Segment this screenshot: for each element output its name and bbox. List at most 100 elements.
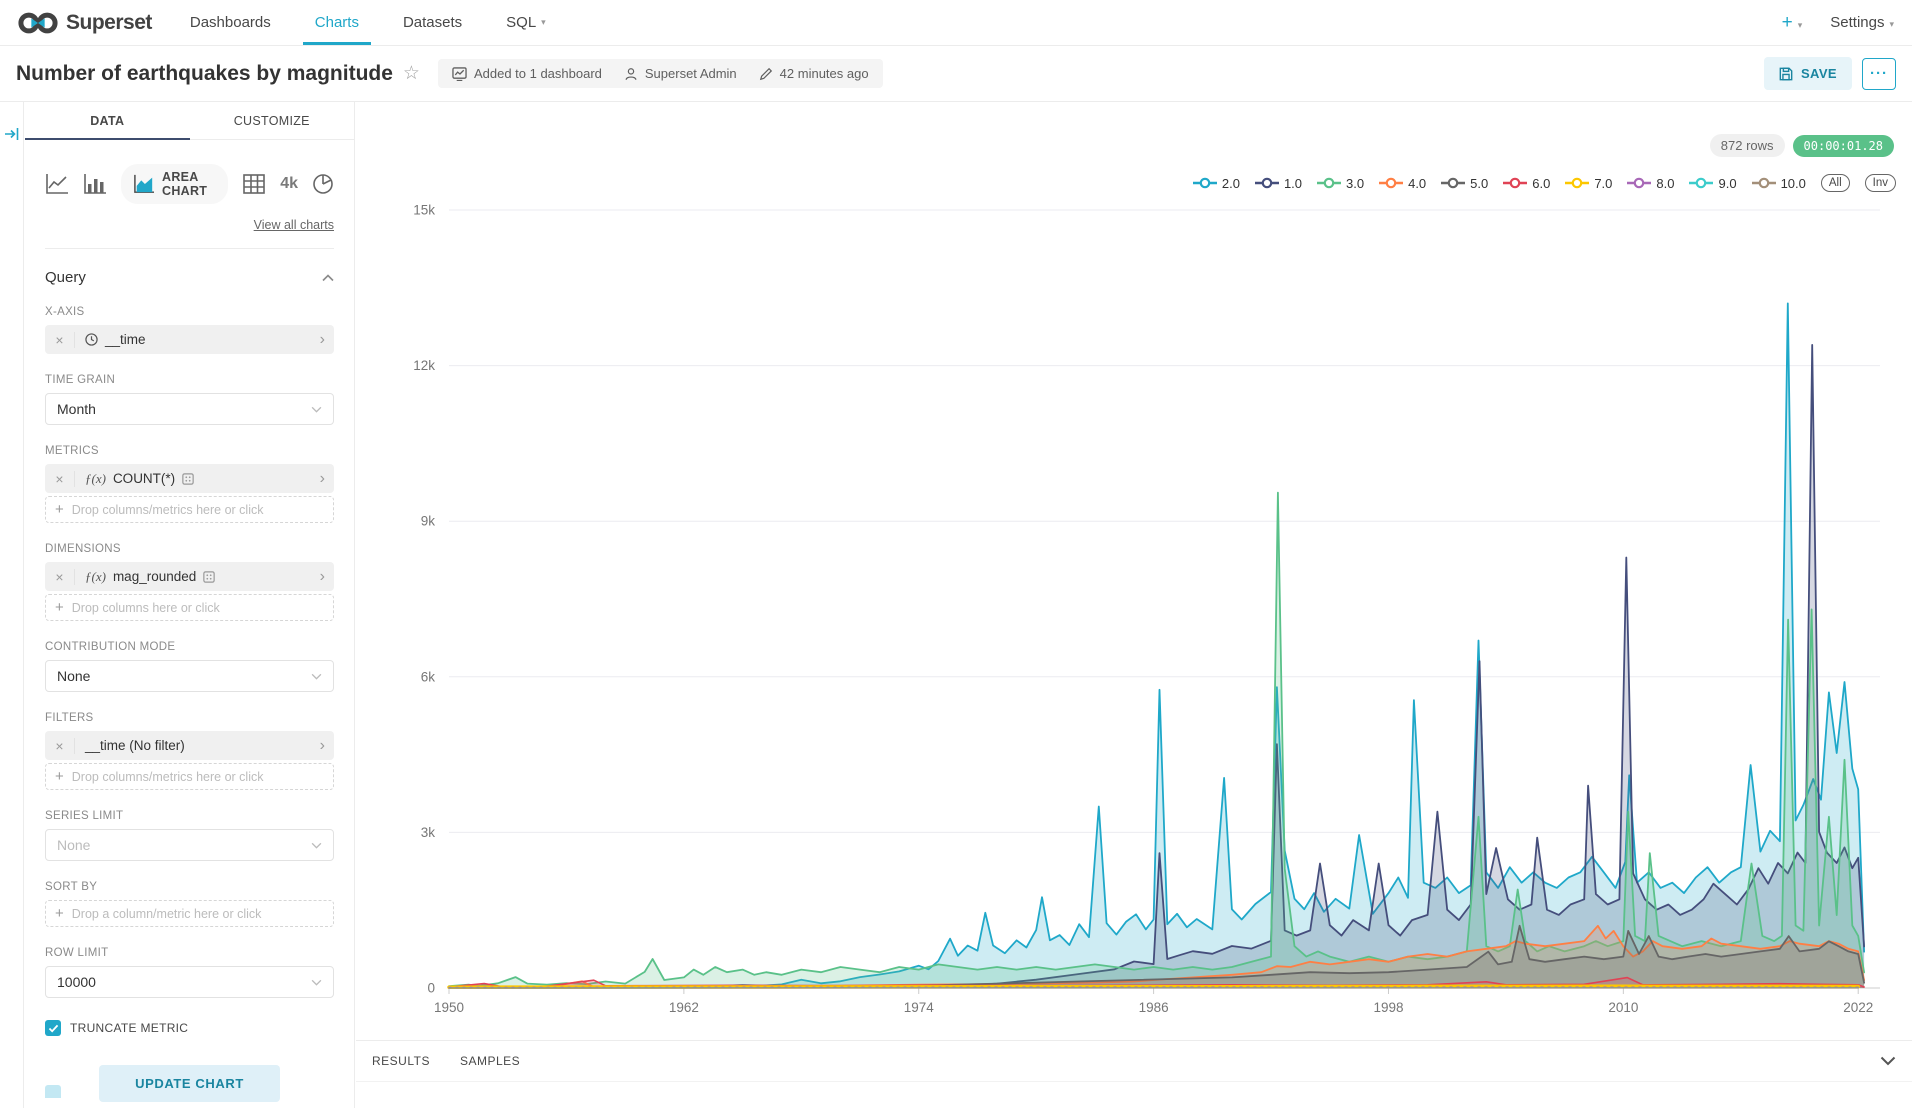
chart-owner[interactable]: Superset Admin [624, 66, 737, 81]
view-all-charts-link[interactable]: View all charts [253, 218, 334, 232]
legend-label: 8.0 [1656, 175, 1675, 191]
tab-customize[interactable]: CUSTOMIZE [233, 113, 310, 128]
viz-type-row: AREA CHART 4k [45, 164, 334, 204]
query-section-header[interactable]: Query [45, 269, 334, 286]
nav-datasets[interactable]: Datasets [402, 14, 463, 31]
legend-item-3.0[interactable]: 3.0 [1317, 176, 1364, 191]
y-axis-tick-label: 6k [421, 669, 436, 684]
check-icon [48, 1024, 58, 1032]
x-axis-tick-label: 1998 [1373, 1000, 1403, 1015]
last-modified[interactable]: 42 minutes ago [759, 66, 869, 81]
remove-icon[interactable]: × [45, 568, 75, 585]
legend-item-10.0[interactable]: 10.0 [1751, 176, 1806, 191]
big-number-chart-icon[interactable]: 4k [280, 175, 298, 192]
legend-marker-icon [1379, 177, 1404, 189]
collapse-results-chevron-icon[interactable] [1880, 1056, 1896, 1066]
truncate-metric-row[interactable]: TRUNCATE METRIC [45, 1020, 334, 1036]
collapse-panel-icon[interactable] [4, 126, 20, 147]
y-axis-tick-label: 15k [413, 203, 435, 218]
metrics-pill[interactable]: × ƒ(x) COUNT(*) › [45, 464, 334, 493]
remove-icon[interactable]: × [45, 737, 75, 754]
dashboards-attached[interactable]: Added to 1 dashboard [452, 66, 602, 81]
legend-item-9.0[interactable]: 9.0 [1689, 175, 1737, 191]
plus-icon: + [55, 905, 64, 922]
chevron-right-icon[interactable]: › [319, 567, 325, 585]
legend-label: 9.0 [1718, 175, 1737, 191]
panel-body: AREA CHART 4k View all charts Query X-AX… [25, 164, 354, 1036]
filters-pill[interactable]: × __time (No filter) › [45, 731, 334, 760]
chevron-down-icon [311, 842, 322, 849]
chart-area: 872 rows 00:00:01.28 2.0 1.0 3.0 4.0 5.0 6.0 7… [356, 102, 1912, 1108]
clipped-checkbox[interactable] [45, 1085, 61, 1098]
row-limit-label: ROW LIMIT [45, 947, 109, 959]
nav-charts[interactable]: Charts [302, 0, 372, 45]
nav-sql[interactable]: SQL ▾ [506, 0, 546, 45]
calculator-icon [182, 472, 194, 485]
legend-item-7.0[interactable]: 7.0 [1565, 176, 1612, 191]
time-grain-value: Month [57, 401, 96, 417]
filters-dropzone[interactable]: + Drop columns/metrics here or click [45, 763, 334, 790]
function-icon: ƒ(x) [85, 568, 106, 584]
dimensions-dropzone[interactable]: + Drop columns here or click [45, 594, 334, 621]
viz-type-area-chart[interactable]: AREA CHART [121, 164, 229, 204]
pie-chart-icon[interactable] [312, 172, 334, 196]
x-axis-pill[interactable]: × __time › [45, 325, 334, 354]
series-limit-select[interactable]: None [45, 829, 334, 861]
series-line-6.0 [448, 976, 1865, 988]
legend-item-5.0[interactable]: 5.0 [1441, 176, 1488, 191]
nav-dashboards[interactable]: Dashboards [189, 14, 271, 31]
row-limit-select[interactable]: 10000 [45, 966, 334, 998]
update-chart-button[interactable]: UPDATE CHART [99, 1065, 280, 1102]
tab-results[interactable]: RESULTS [372, 1054, 430, 1068]
legend-select-all-button[interactable]: All [1820, 174, 1850, 192]
truncate-metric-checkbox[interactable] [45, 1020, 61, 1036]
filters-pill-body[interactable]: __time (No filter) [75, 738, 311, 753]
line-chart-icon[interactable] [45, 172, 69, 196]
settings-label: Settings [1830, 14, 1885, 31]
settings-menu[interactable]: Settings ▾ [1830, 14, 1894, 31]
metrics-pill-body[interactable]: ƒ(x) COUNT(*) [75, 471, 311, 487]
chevron-down-icon [311, 979, 322, 986]
truncate-metric-label: TRUNCATE METRIC [70, 1021, 189, 1035]
legend-item-8.0[interactable]: 8.0 [1627, 176, 1674, 191]
table-chart-icon[interactable] [242, 172, 266, 196]
time-grain-select[interactable]: Month [45, 393, 334, 425]
sort-by-dropzone[interactable]: + Drop a column/metric here or click [45, 900, 334, 927]
dimensions-pill-body[interactable]: ƒ(x) mag_rounded [75, 569, 311, 585]
save-button[interactable]: SAVE [1763, 57, 1852, 90]
collapse-rail [0, 102, 24, 1108]
chevron-right-icon[interactable]: › [319, 469, 325, 487]
legend-item-1.0[interactable]: 1.0 [1254, 176, 1302, 191]
legend-label: 4.0 [1408, 175, 1427, 191]
new-item-button[interactable]: + ▾ [1782, 12, 1803, 34]
legend-item-2.0[interactable]: 2.0 [1192, 176, 1240, 191]
metrics-dropzone[interactable]: + Drop columns/metrics here or click [45, 496, 334, 523]
tab-samples[interactable]: SAMPLES [459, 1054, 521, 1068]
contribution-mode-select[interactable]: None [45, 660, 334, 692]
dimensions-value: mag_rounded [112, 569, 197, 584]
save-disk-icon [1779, 67, 1793, 81]
remove-icon[interactable]: × [45, 331, 75, 348]
superset-brand[interactable]: Superset [18, 10, 152, 36]
tab-data[interactable]: DATA [25, 102, 190, 140]
remove-icon[interactable]: × [45, 470, 75, 487]
legend-item-6.0[interactable]: 6.0 [1503, 176, 1550, 191]
chevron-right-icon[interactable]: › [319, 330, 325, 348]
header-actions: SAVE ··· [1763, 57, 1896, 90]
chevron-up-icon [322, 273, 334, 282]
area-chart-plot[interactable]: 0 3k 6k 9k 12k 15k 1950 1962 1974 1986 1998 2010 202… [356, 102, 1912, 1040]
legend-label: 6.0 [1532, 175, 1551, 191]
dimensions-label: DIMENSIONS [45, 543, 121, 555]
x-axis-tick-label: 2010 [1608, 1000, 1638, 1015]
bar-chart-icon[interactable] [83, 172, 107, 196]
favorite-star-icon[interactable]: ☆ [402, 63, 420, 84]
legend-marker-icon [1192, 177, 1217, 189]
legend-invert-button[interactable]: Inv [1864, 174, 1896, 192]
chevron-right-icon[interactable]: › [319, 736, 325, 754]
legend-item-4.0[interactable]: 4.0 [1379, 176, 1426, 191]
dimensions-pill[interactable]: × ƒ(x) mag_rounded › [45, 562, 334, 591]
x-axis-tick-label: 1962 [669, 1000, 699, 1015]
x-axis-pill-body[interactable]: __time [75, 332, 311, 347]
more-options-button[interactable]: ··· [1862, 57, 1896, 90]
plus-icon: + [55, 501, 64, 518]
